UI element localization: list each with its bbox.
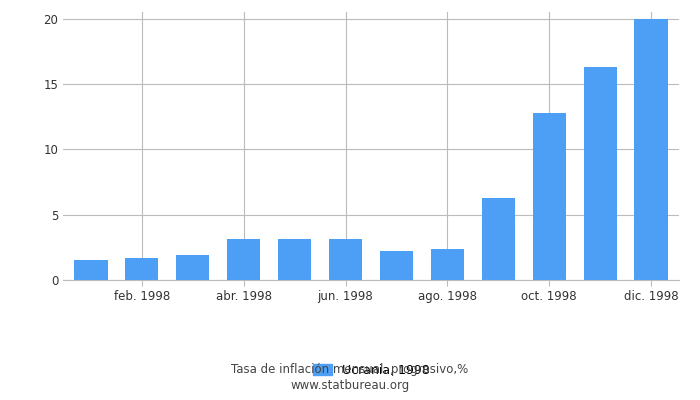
Bar xyxy=(125,258,158,280)
Bar xyxy=(380,251,413,280)
Bar xyxy=(74,260,108,280)
Bar xyxy=(634,18,668,280)
Text: www.statbureau.org: www.statbureau.org xyxy=(290,380,410,392)
Bar xyxy=(430,249,464,280)
Bar xyxy=(278,240,312,280)
Bar xyxy=(533,113,566,280)
Bar xyxy=(228,240,260,280)
Legend: Ucrania, 1998: Ucrania, 1998 xyxy=(308,359,434,382)
Text: Tasa de inflación mensual, progresivo,%: Tasa de inflación mensual, progresivo,% xyxy=(232,364,468,376)
Bar xyxy=(482,198,514,280)
Bar xyxy=(329,240,362,280)
Bar xyxy=(176,255,209,280)
Bar xyxy=(584,67,617,280)
